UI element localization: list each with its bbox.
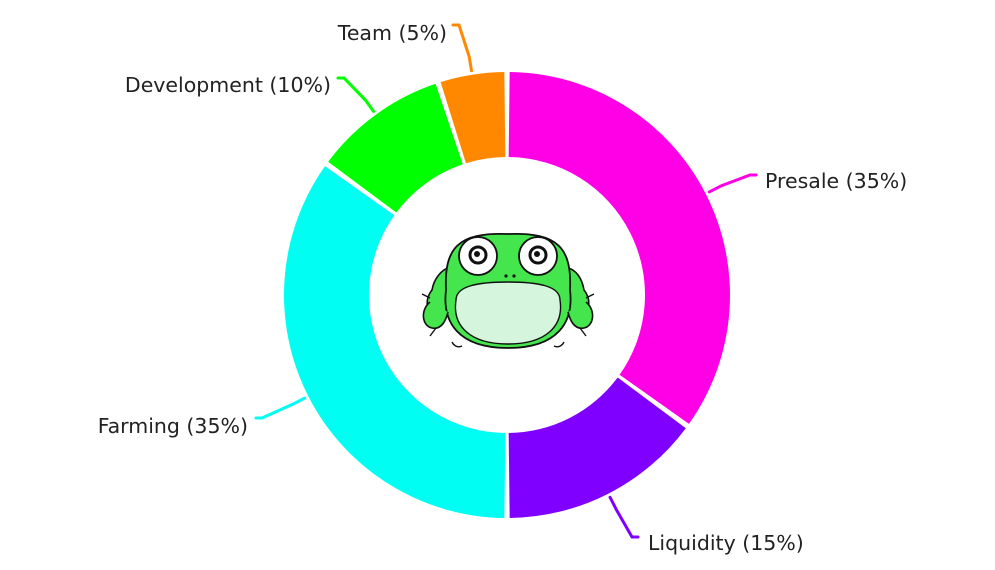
leader-line <box>707 173 758 194</box>
donut-slice <box>284 166 506 518</box>
leader-line <box>254 396 307 420</box>
slice-label: Presale (35%) <box>765 169 907 193</box>
leader-lines <box>254 23 758 539</box>
leader-line <box>451 23 473 73</box>
leader-line <box>608 495 640 539</box>
slice-label: Development (10%) <box>125 73 331 97</box>
frog-icon <box>421 233 595 349</box>
slice-label: Liquidity (15%) <box>648 531 804 555</box>
donut-slice <box>508 72 731 424</box>
donut-slice <box>508 377 686 518</box>
slice-label: Farming (35%) <box>98 414 248 438</box>
slice-label: Team (5%) <box>337 21 447 45</box>
donut-slices <box>284 72 731 518</box>
slice-labels: Presale (35%) Liquidity (15%) Farming (35%… <box>98 21 908 555</box>
donut-slice <box>328 83 463 213</box>
donut-slice <box>440 72 506 164</box>
leader-line <box>336 76 376 113</box>
